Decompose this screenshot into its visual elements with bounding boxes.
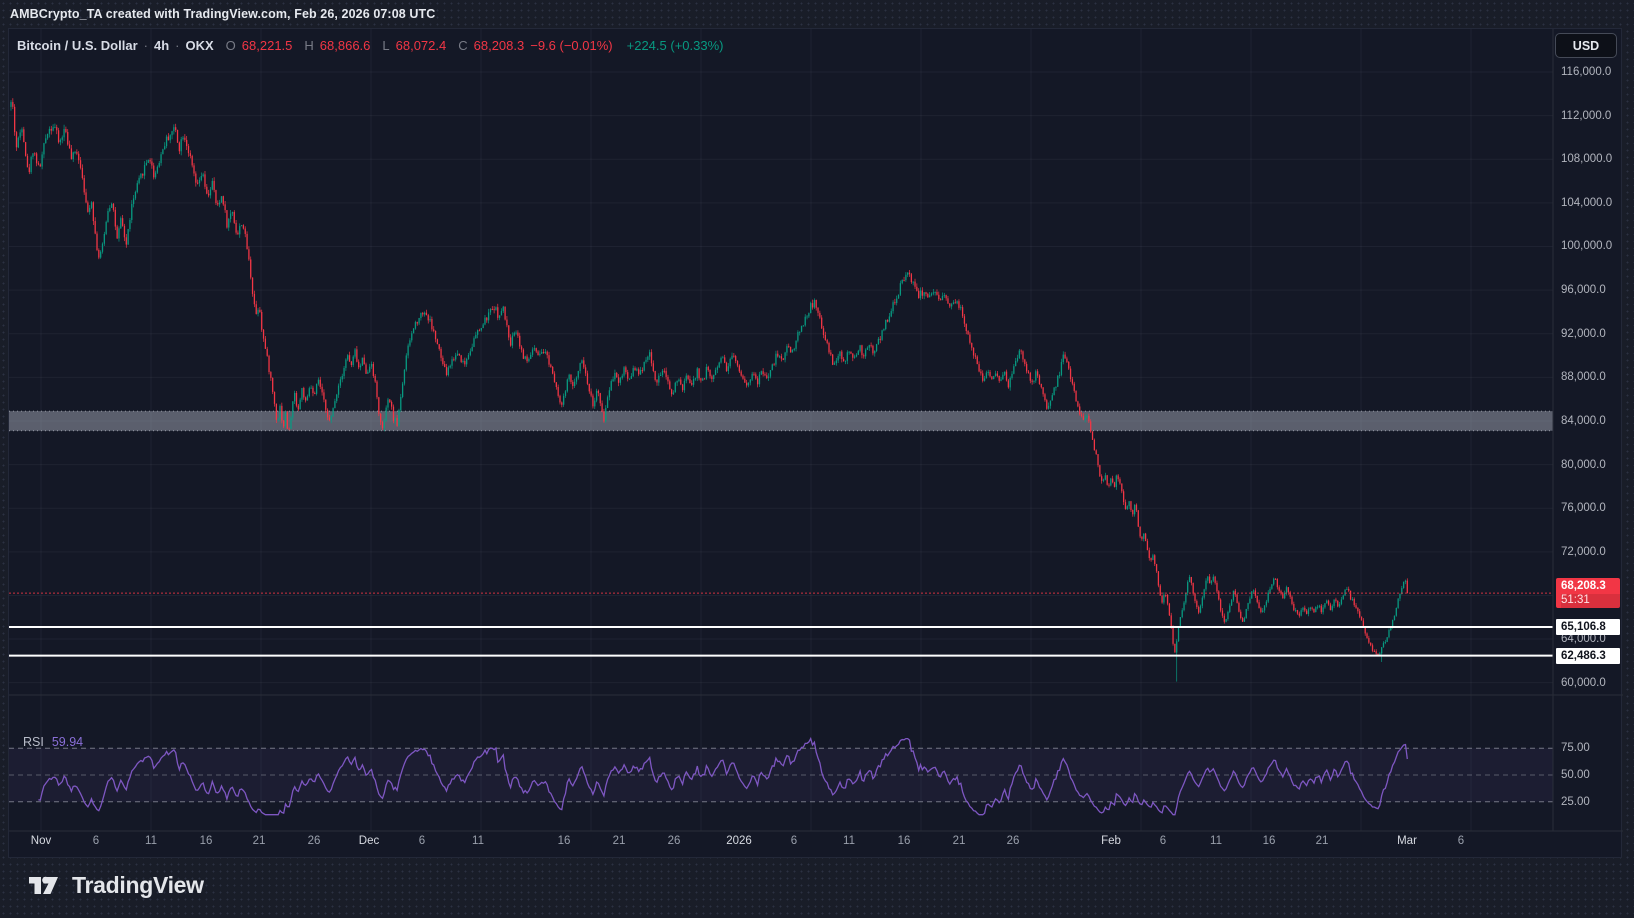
time-tick-label: 16 [1262,835,1276,847]
time-tick-label: Feb [1101,835,1121,847]
price-tick-label: 104,000.0 [1561,196,1613,209]
support-level-badge-2: 62,486.3 [1556,647,1620,664]
time-tick-label: 21 [1315,835,1329,847]
rsi-tick-label: 75.00 [1561,742,1590,755]
price-tick-label: 96,000.0 [1561,284,1606,297]
price-tick-label: 76,000.0 [1561,502,1606,515]
rsi-tick-label: 25.00 [1561,795,1590,808]
chart-plot[interactable] [9,29,1623,859]
supply-zone-band [9,411,1553,431]
interval-label: 4h [153,37,170,53]
candlesticks [10,98,1408,682]
price-tick-label: 60,000.0 [1561,676,1606,689]
price-tick-label: 112,000.0 [1561,109,1612,122]
rsi-indicator-legend[interactable]: RSI 59.94 [23,735,83,749]
legend-separator: · [175,37,180,53]
tradingview-logo-icon [29,876,58,894]
low-value: 68,072.4 [395,37,447,53]
time-tick-label: 26 [667,835,681,847]
time-tick-label: 16 [199,835,213,847]
time-tick-label: 2026 [726,835,752,847]
high-label: H [304,37,314,53]
exchange-label: OKX [185,37,214,53]
low-label: L [382,37,390,53]
time-tick-label: Dec [358,835,380,847]
time-tick-label: 26 [1006,835,1020,847]
time-tick-label: Mar [1397,835,1417,847]
current-price-badge: 68,208.3 51:31 [1556,578,1620,609]
high-value: 68,866.6 [319,37,371,53]
symbol-legend[interactable]: Bitcoin / U.S. Dollar · 4h · OKX O 68,22… [17,35,723,55]
attribution-text: AMBCrypto_TA created with TradingView.co… [10,7,436,21]
time-tick-label: 6 [1159,835,1167,847]
close-value: 68,208.3 [473,37,525,53]
bar-change: −9.6 (−0.01%) [530,37,613,53]
price-tick-label: 108,000.0 [1561,153,1613,166]
support-level-badge-1: 65,106.8 [1556,618,1620,635]
tradingview-wordmark: TradingView [72,871,204,898]
tradingview-logo[interactable]: TradingView [28,870,204,900]
footer-bar: TradingView [0,858,1634,918]
snapshot-attribution-bar: AMBCrypto_TA created with TradingView.co… [0,0,1634,28]
price-tick-label: 100,000.0 [1561,240,1613,253]
close-label: C [458,37,468,53]
time-tick-label: 6 [790,835,798,847]
time-tick-label: 11 [843,835,855,847]
time-tick-label: 21 [252,835,266,847]
time-tick-label: 6 [92,835,100,847]
rsi-value: 59.94 [51,735,84,749]
current-price-value: 68,208.3 [1561,580,1606,593]
time-tick-label: 16 [557,835,571,847]
currency-toggle-button[interactable]: USD [1555,33,1617,58]
price-tick-label: 72,000.0 [1561,545,1606,558]
price-tick-label: 92,000.0 [1561,327,1606,340]
rsi-zone [9,748,1553,802]
time-tick-label: 11 [1210,835,1222,847]
time-tick-label: 6 [1457,835,1465,847]
time-tick-label: 6 [418,835,426,847]
time-tick-label: 21 [952,835,966,847]
symbol-name: Bitcoin / U.S. Dollar [17,37,138,53]
open-label: O [225,37,236,53]
time-tick-label: 11 [472,835,484,847]
price-tick-label: 80,000.0 [1561,458,1606,471]
price-tick-label: 84,000.0 [1561,414,1606,427]
price-tick-label: 116,000.0 [1561,66,1612,78]
rsi-line [38,736,1408,816]
open-value: 68,221.5 [241,37,293,53]
time-tick-label: 26 [307,835,321,847]
time-tick-label: 11 [145,835,157,847]
bar-countdown: 51:31 [1561,594,1620,609]
price-tick-label: 88,000.0 [1561,371,1606,384]
time-tick-label: 21 [612,835,626,847]
rsi-name: RSI [23,735,44,749]
time-tick-label: Nov [30,835,52,847]
chart-card: Bitcoin / U.S. Dollar · 4h · OKX O 68,22… [8,28,1623,859]
price-tick-label: 64,000.0 [1561,633,1606,646]
session-change: +224.5 (+0.33%) [626,37,724,53]
rsi-tick-label: 50.00 [1561,769,1590,781]
time-tick-label: 16 [897,835,911,847]
legend-separator: · [143,37,148,53]
